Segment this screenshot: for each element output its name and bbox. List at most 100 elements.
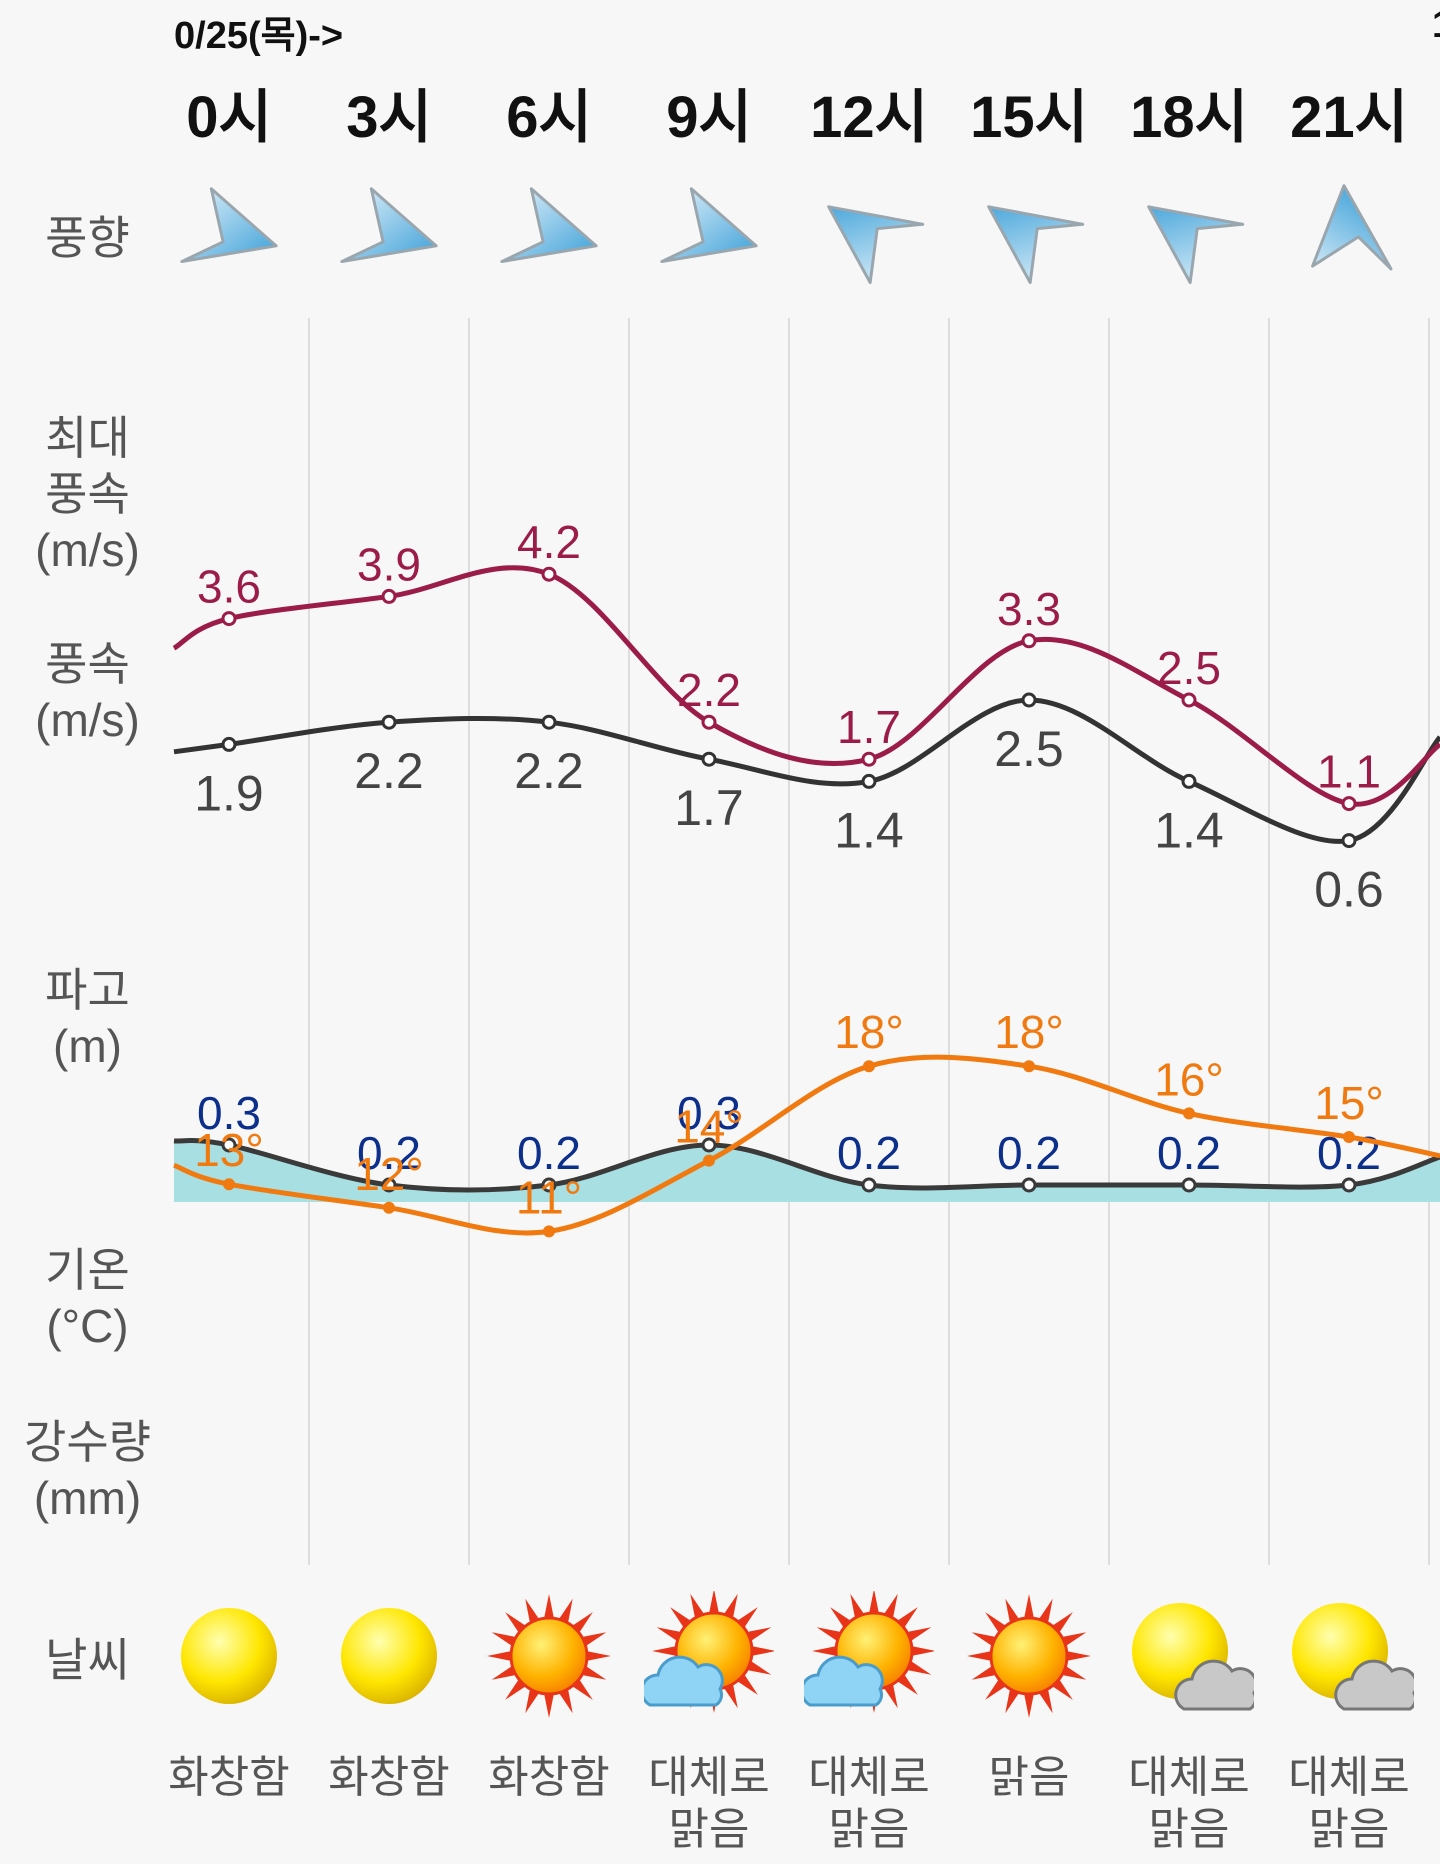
temperature-label: 18° bbox=[994, 1006, 1064, 1058]
temperature-point bbox=[1023, 1060, 1035, 1073]
wind-speed-label: 2.5 bbox=[994, 721, 1064, 777]
arrow-east-icon bbox=[180, 187, 278, 264]
weather-condition-line: 화창함 bbox=[488, 1753, 610, 1802]
weather-condition: 대체로 맑음 bbox=[629, 1752, 789, 1856]
max-wind-speed-line bbox=[172, 565, 1440, 807]
hour-header: 21시 bbox=[1290, 85, 1408, 150]
wave-height-point bbox=[1181, 1177, 1197, 1193]
temperature-label: 16° bbox=[1154, 1053, 1224, 1105]
arrow-east-icon bbox=[660, 187, 758, 264]
arrow-east-icon bbox=[340, 187, 438, 264]
wave-height-point bbox=[1021, 1177, 1037, 1193]
sun-icon bbox=[341, 1608, 437, 1704]
temperature-point bbox=[383, 1201, 395, 1214]
max-wind-speed-point bbox=[381, 588, 397, 604]
temperature-point bbox=[543, 1225, 555, 1238]
hour-header: 12시 bbox=[810, 85, 928, 150]
max-wind-speed-label: 최대 풍속 (m/s) bbox=[35, 412, 140, 576]
max-wind-speed-point bbox=[1021, 633, 1037, 649]
wind-speed-point bbox=[541, 714, 557, 730]
weather-condition: 대체로 맑음 bbox=[1269, 1752, 1429, 1856]
wave-height-point bbox=[861, 1177, 877, 1193]
max-wind-speed-point bbox=[541, 566, 557, 582]
arrow-east-icon bbox=[500, 187, 598, 264]
wind-speed-label: 2.2 bbox=[354, 743, 424, 799]
max-wind-speed-label: 2.5 bbox=[1157, 642, 1221, 694]
weather-condition: 대체로 맑음 bbox=[789, 1752, 949, 1856]
wave-height-label: 0.2 bbox=[997, 1127, 1061, 1179]
weather-condition-line: 맑음 bbox=[1308, 1805, 1390, 1854]
max-wind-speed-label: 4.2 bbox=[517, 516, 581, 568]
max-wind-speed-label: 2.2 bbox=[677, 664, 741, 716]
weather-condition: 화창함 bbox=[469, 1752, 629, 1804]
wave-height-point bbox=[541, 1177, 557, 1193]
temperature-point bbox=[223, 1178, 235, 1191]
weather-condition-line: 대체로 bbox=[808, 1753, 930, 1802]
temperature-label: 15° bbox=[1314, 1077, 1384, 1129]
temperature-point bbox=[863, 1060, 875, 1073]
arrow-north-icon bbox=[1311, 184, 1393, 271]
wind-speed-label: 2.2 bbox=[514, 743, 584, 799]
wave-height-label: 0.2 bbox=[1317, 1127, 1381, 1179]
wind-speed-label: 1.4 bbox=[1154, 802, 1224, 858]
max-wind-speed-point bbox=[861, 751, 877, 767]
weather-condition: 화창함 bbox=[149, 1752, 309, 1804]
wind-speed-label: 풍속 (m/s) bbox=[35, 638, 140, 746]
hour-header: 9시 bbox=[666, 85, 752, 150]
wave-height-area bbox=[174, 1140, 1440, 1202]
hour-header: 0시 bbox=[186, 85, 272, 150]
next-date-header: 1 bbox=[1432, 4, 1440, 47]
wind-speed-point bbox=[221, 736, 237, 752]
hour-header: 18시 bbox=[1130, 85, 1248, 150]
weather-condition-line: 대체로 bbox=[1128, 1753, 1250, 1802]
weather-condition: 화창함 bbox=[309, 1752, 469, 1804]
wind-speed-label: 0.6 bbox=[1314, 862, 1384, 918]
wind-speed-label: 1.4 bbox=[834, 802, 904, 858]
wave-height-label: 0.2 bbox=[837, 1127, 901, 1179]
wind-direction-label: 풍향 bbox=[45, 212, 130, 264]
weather-condition-line: 화창함 bbox=[168, 1753, 290, 1802]
hour-header: 15시 bbox=[970, 85, 1088, 150]
sun-cloud-icon bbox=[644, 1591, 774, 1713]
hour-header: 3시 bbox=[346, 85, 432, 150]
wave-height-line bbox=[173, 1138, 1440, 1193]
temperature-label: 기온 (°C) bbox=[45, 1244, 130, 1352]
weather-condition: 대체로 맑음 bbox=[1109, 1752, 1269, 1856]
sun-gray-cloud-icon bbox=[1292, 1603, 1414, 1711]
max-wind-speed-point bbox=[1341, 796, 1357, 812]
max-wind-speed-point bbox=[1181, 692, 1197, 708]
temperature-label: 14° bbox=[674, 1101, 744, 1153]
arrow-northwest-icon bbox=[827, 205, 925, 285]
hour-header: 6시 bbox=[506, 85, 592, 150]
max-wind-speed-point bbox=[221, 611, 237, 627]
wave-height-label: 0.2 bbox=[1157, 1127, 1221, 1179]
wave-height-label: 0.2 bbox=[357, 1127, 421, 1179]
wind-speed-point bbox=[1181, 773, 1197, 789]
wind-speed-point bbox=[861, 773, 877, 789]
sun-cloud-icon bbox=[804, 1591, 934, 1713]
date-header: 0/25(목)-> bbox=[174, 15, 344, 57]
bright-sun-icon bbox=[967, 1594, 1091, 1718]
temperature-label: 13° bbox=[194, 1124, 264, 1176]
sun-gray-cloud-icon bbox=[1132, 1603, 1254, 1711]
weather-condition-line: 맑음 bbox=[828, 1805, 910, 1854]
max-wind-speed-label: 1.1 bbox=[1317, 746, 1381, 798]
wave-height-point bbox=[381, 1177, 397, 1193]
arrow-northwest-icon bbox=[987, 205, 1085, 285]
weather-condition-line: 대체로 bbox=[1288, 1753, 1410, 1802]
max-wind-speed-label: 3.3 bbox=[997, 583, 1061, 635]
temperature-point bbox=[1343, 1131, 1355, 1143]
sun-icon bbox=[181, 1608, 277, 1704]
weather-condition-line: 화창함 bbox=[328, 1753, 450, 1802]
weather-condition-line: 맑음 bbox=[1148, 1805, 1230, 1854]
weather-condition-line: 맑음 bbox=[988, 1753, 1070, 1802]
temperature-point bbox=[703, 1154, 715, 1167]
max-wind-speed-label: 3.9 bbox=[357, 538, 421, 590]
wave-height-label: 파고 (m) bbox=[45, 964, 130, 1072]
wind-speed-label: 1.7 bbox=[674, 780, 744, 836]
temperature-line bbox=[173, 1054, 1440, 1236]
max-wind-speed-label: 1.7 bbox=[837, 701, 901, 753]
max-wind-speed-point bbox=[701, 714, 717, 730]
wind-speed-line bbox=[173, 697, 1440, 844]
wave-height-label: 0.3 bbox=[677, 1087, 741, 1139]
